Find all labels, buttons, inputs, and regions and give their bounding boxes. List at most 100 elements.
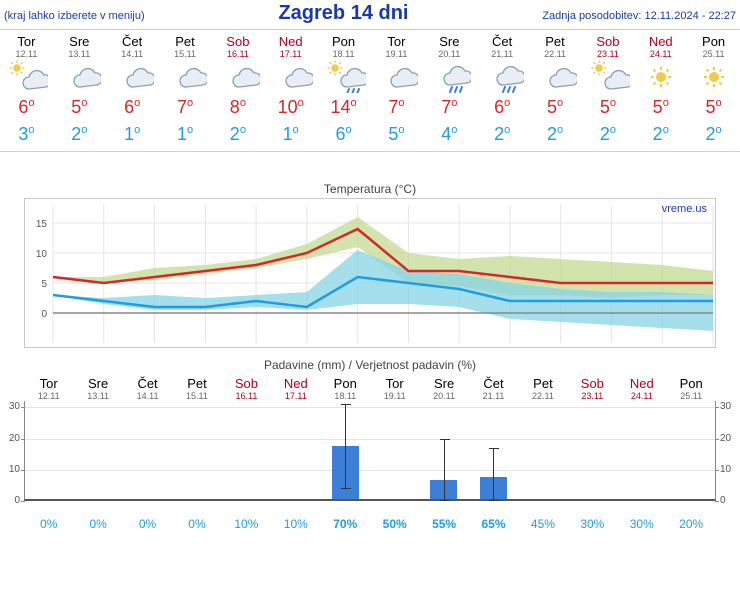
precip-errorbar	[493, 448, 494, 501]
day-column: Ned24.115o2o	[634, 30, 687, 151]
day-column: Sre20.117o4o	[423, 30, 476, 151]
day-date: 21.11	[476, 49, 529, 59]
day-column: Sre13.11 5o 2o	[53, 30, 106, 151]
temp-high: 5o	[634, 97, 687, 118]
day-date: 19.11	[370, 49, 423, 59]
weather-icon	[423, 59, 476, 93]
temp-high: 7o	[159, 97, 212, 118]
day-column: Pet22.115o2o	[529, 30, 582, 151]
day-column: Sob16.118o2o	[211, 30, 264, 151]
precip-errorbar	[444, 439, 445, 502]
precipitation-section: Padavine (mm) / Verjetnost padavin (%) T…	[0, 358, 740, 531]
temp-low: 2o	[53, 124, 106, 145]
day-date: 25.11	[687, 49, 740, 59]
temp-chart-title: Temperatura (°C)	[24, 182, 716, 196]
precip-probability: 0%	[172, 517, 221, 531]
precip-day-label: Ned17.11	[271, 376, 320, 401]
temp-low: 2o	[687, 124, 740, 145]
temp-low: 2o	[581, 124, 634, 145]
temperature-section: Temperatura (°C) 0 5 10 15 vreme.us	[0, 182, 740, 348]
day-name: Sre	[53, 34, 106, 49]
precip-probability: 0%	[123, 517, 172, 531]
day-name: Ned	[634, 34, 687, 49]
precip-probability: 0%	[24, 517, 73, 531]
temp-high: 10o	[264, 97, 317, 118]
weather-icon	[211, 59, 264, 93]
temp-low: 4o	[423, 124, 476, 145]
day-name: Pon	[687, 34, 740, 49]
precip-day-label: Sre20.11	[419, 376, 468, 401]
precip-chart: 0102030 0102030	[0, 401, 740, 517]
day-column: Tor19.117o5o	[370, 30, 423, 151]
day-name: Pet	[529, 34, 582, 49]
day-column: Tor12.116o3o	[0, 30, 53, 151]
day-name: Tor	[370, 34, 423, 49]
temp-low: 1o	[264, 124, 317, 145]
weather-icon	[106, 59, 159, 93]
precip-probability: 30%	[568, 517, 617, 531]
day-date: 18.11	[317, 49, 370, 59]
day-column: Čet21.116o2o	[476, 30, 529, 151]
weather-icon	[0, 59, 53, 93]
weather-icon	[687, 59, 740, 93]
day-name: Sre	[423, 34, 476, 49]
temp-high: 5o	[581, 97, 634, 118]
weather-icon	[529, 59, 582, 93]
precip-day-label: Čet21.11	[469, 376, 518, 401]
precip-day-label: Sob16.11	[222, 376, 271, 401]
precip-day-label: Pet15.11	[172, 376, 221, 401]
temp-high: 6o	[106, 97, 159, 118]
precip-probability: 55%	[419, 517, 468, 531]
precip-day-label: Sre13.11	[73, 376, 122, 401]
precip-day-label: Tor19.11	[370, 376, 419, 401]
svg-text:0: 0	[41, 309, 47, 320]
weather-icon	[317, 59, 370, 93]
precip-probability: 45%	[518, 517, 567, 531]
day-date: 23.11	[581, 49, 634, 59]
day-name: Čet	[106, 34, 159, 49]
probability-row: 0%0%0%0%10%10%70%50%55%65%45%30%30%20%	[0, 517, 740, 531]
day-name: Pon	[317, 34, 370, 49]
svg-text:5: 5	[41, 279, 47, 290]
day-column: Čet14.116o1o	[106, 30, 159, 151]
precip-day-label: Pon18.11	[321, 376, 370, 401]
precip-day-label: Pon25.11	[666, 376, 715, 401]
page-title: Zagreb 14 dni	[145, 2, 543, 25]
weather-icon	[634, 59, 687, 93]
day-column: Sob23.11 5o 2o	[581, 30, 634, 151]
temp-high: 7o	[423, 97, 476, 118]
temperature-chart: 0 5 10 15 vreme.us	[24, 198, 716, 348]
day-name: Čet	[476, 34, 529, 49]
precip-days-row: Tor12.11Sre13.11Čet14.11Pet15.11Sob16.11…	[0, 376, 740, 401]
temp-low: 2o	[634, 124, 687, 145]
temp-high: 5o	[53, 97, 106, 118]
precip-day-label: Pet22.11	[518, 376, 567, 401]
day-date: 13.11	[53, 49, 106, 59]
forecast-widget: (kraj lahko izberete v meniju) Zagreb 14…	[0, 0, 740, 531]
precip-plot-area	[24, 401, 716, 501]
svg-text:10: 10	[36, 249, 48, 260]
day-name: Tor	[0, 34, 53, 49]
precip-probability: 20%	[666, 517, 715, 531]
temp-low: 2o	[211, 124, 264, 145]
temp-low: 3o	[0, 124, 53, 145]
chart-watermark: vreme.us	[662, 203, 707, 215]
day-name: Sob	[581, 34, 634, 49]
day-date: 17.11	[264, 49, 317, 59]
menu-note: (kraj lahko izberete v meniju)	[4, 10, 145, 22]
precip-probability: 30%	[617, 517, 666, 531]
precip-day-label: Ned24.11	[617, 376, 666, 401]
day-date: 22.11	[529, 49, 582, 59]
precip-probability: 0%	[73, 517, 122, 531]
header-row: (kraj lahko izberete v meniju) Zagreb 14…	[0, 0, 740, 29]
temp-high: 14o	[317, 97, 370, 118]
precip-probability: 70%	[321, 517, 370, 531]
day-column: Pon25.115o2o	[687, 30, 740, 151]
temp-low: 1o	[106, 124, 159, 145]
temp-low: 1o	[159, 124, 212, 145]
temp-high: 6o	[476, 97, 529, 118]
weather-icon	[476, 59, 529, 93]
weather-icon	[370, 59, 423, 93]
svg-text:15: 15	[36, 219, 48, 230]
weather-icon	[581, 59, 634, 93]
